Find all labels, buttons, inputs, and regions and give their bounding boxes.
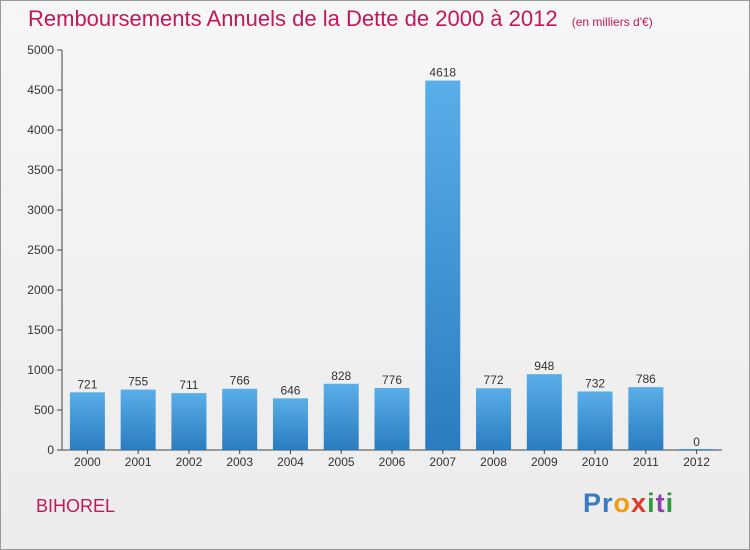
y-tick-label: 1000 xyxy=(27,363,54,377)
data-label: 786 xyxy=(636,372,656,386)
bar xyxy=(171,393,207,450)
data-label: 711 xyxy=(179,378,198,392)
bar xyxy=(425,80,461,450)
bar xyxy=(628,387,664,450)
x-tick-label: 2001 xyxy=(125,455,152,469)
y-tick-label: 2500 xyxy=(27,243,54,257)
data-label: 828 xyxy=(331,369,351,383)
x-tick-label: 2010 xyxy=(582,455,609,469)
x-tick-label: 2004 xyxy=(277,455,304,469)
bar xyxy=(577,391,613,450)
bar xyxy=(476,388,512,450)
data-label: 772 xyxy=(484,373,504,387)
x-tick-label: 2011 xyxy=(633,455,659,469)
x-tick-label: 2002 xyxy=(176,455,203,469)
x-tick-label: 2005 xyxy=(328,455,355,469)
data-label: 0 xyxy=(693,435,700,449)
city-name: BIHOREL xyxy=(36,496,116,516)
y-tick-label: 2000 xyxy=(27,283,54,297)
x-tick-label: 2012 xyxy=(683,455,710,469)
bar xyxy=(374,387,410,450)
y-tick-label: 1500 xyxy=(27,323,54,337)
chart-title-text: Remboursements Annuels de la Dette de 20… xyxy=(28,6,558,31)
x-tick-label: 2003 xyxy=(226,455,253,469)
y-tick-label: 500 xyxy=(34,403,54,417)
y-tick-label: 5000 xyxy=(27,43,54,57)
data-label: 948 xyxy=(534,359,554,373)
x-tick-label: 2000 xyxy=(74,455,101,469)
chart-labels: 721 755 711 766 646 828 776 4618 772 948 732 786 0 xyxy=(77,66,700,449)
chart-unit: (en milliers d'€) xyxy=(571,15,653,29)
data-label: 4618 xyxy=(429,66,456,80)
bar xyxy=(222,388,258,450)
data-label: 755 xyxy=(128,375,148,389)
y-tick-label: 0 xyxy=(47,443,54,457)
proxiti-logo: Proxiti xyxy=(583,488,675,518)
bar xyxy=(323,383,359,450)
x-tick-label: 2007 xyxy=(429,455,456,469)
bar xyxy=(69,392,105,450)
data-label: 776 xyxy=(382,373,402,387)
data-label: 721 xyxy=(77,377,97,391)
data-label: 732 xyxy=(585,376,605,390)
y-tick-label: 4500 xyxy=(27,83,54,97)
bar xyxy=(120,389,156,450)
x-tick-label: 2006 xyxy=(379,455,406,469)
x-tick-label: 2009 xyxy=(531,455,558,469)
bar xyxy=(679,449,715,450)
data-label: 766 xyxy=(230,374,250,388)
chart-title: Remboursements Annuels de la Dette de 20… xyxy=(28,6,653,32)
chart-bars xyxy=(69,80,715,450)
y-tick-label: 3000 xyxy=(27,203,54,217)
bar xyxy=(526,374,562,450)
y-tick-label: 4000 xyxy=(27,123,54,137)
x-tick-label: 2008 xyxy=(480,455,507,469)
data-label: 646 xyxy=(280,383,300,397)
y-tick-label: 3500 xyxy=(27,163,54,177)
bar xyxy=(272,398,308,450)
